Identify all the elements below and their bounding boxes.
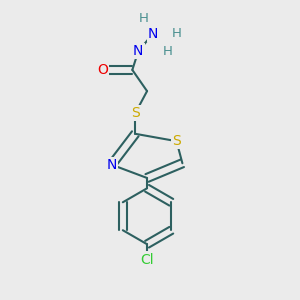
Text: H: H bbox=[172, 27, 182, 40]
Text: S: S bbox=[172, 134, 181, 148]
Text: O: O bbox=[98, 63, 108, 77]
Text: Cl: Cl bbox=[140, 253, 154, 266]
Text: H: H bbox=[139, 13, 149, 26]
Text: N: N bbox=[148, 27, 158, 41]
Text: S: S bbox=[131, 106, 140, 120]
Text: N: N bbox=[106, 158, 117, 172]
Text: H: H bbox=[163, 45, 172, 58]
Text: N: N bbox=[133, 44, 143, 58]
